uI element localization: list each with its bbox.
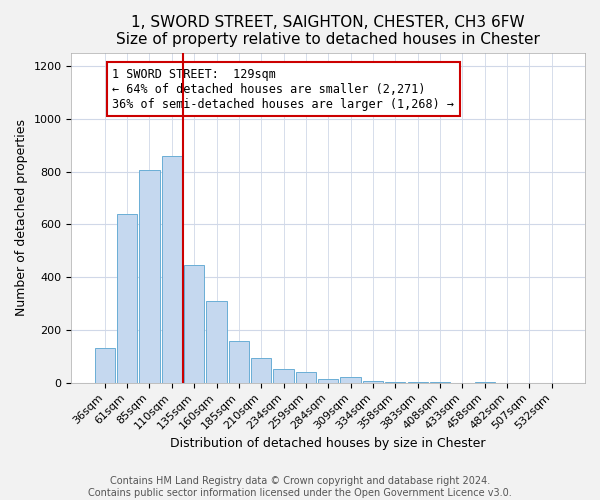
Bar bbox=[251, 358, 271, 382]
Bar bbox=[229, 341, 249, 382]
Y-axis label: Number of detached properties: Number of detached properties bbox=[15, 119, 28, 316]
Bar bbox=[274, 369, 293, 382]
Bar bbox=[363, 380, 383, 382]
Text: Contains HM Land Registry data © Crown copyright and database right 2024.
Contai: Contains HM Land Registry data © Crown c… bbox=[88, 476, 512, 498]
Title: 1, SWORD STREET, SAIGHTON, CHESTER, CH3 6FW
Size of property relative to detache: 1, SWORD STREET, SAIGHTON, CHESTER, CH3 … bbox=[116, 15, 540, 48]
Bar bbox=[139, 170, 160, 382]
Bar bbox=[318, 379, 338, 382]
Bar bbox=[340, 378, 361, 382]
Bar bbox=[162, 156, 182, 382]
Bar bbox=[184, 266, 204, 382]
Text: 1 SWORD STREET:  129sqm
← 64% of detached houses are smaller (2,271)
36% of semi: 1 SWORD STREET: 129sqm ← 64% of detached… bbox=[112, 68, 454, 110]
X-axis label: Distribution of detached houses by size in Chester: Distribution of detached houses by size … bbox=[170, 437, 486, 450]
Bar bbox=[296, 372, 316, 382]
Bar bbox=[206, 301, 227, 382]
Bar bbox=[95, 348, 115, 382]
Bar bbox=[117, 214, 137, 382]
